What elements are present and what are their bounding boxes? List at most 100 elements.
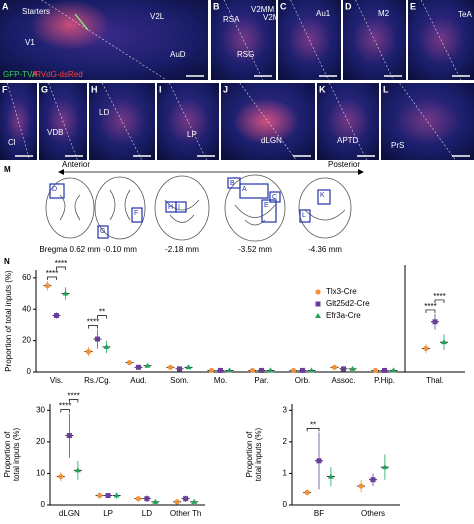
data-point <box>54 313 59 319</box>
bregma-label: -4.36 mm <box>308 245 342 254</box>
data-point <box>144 496 150 502</box>
data-point <box>126 359 133 366</box>
bregma-label: -2.18 mm <box>165 245 199 254</box>
data-point <box>113 492 120 498</box>
data-point <box>97 492 103 499</box>
region-boundary <box>7 82 30 161</box>
significance-label: **** <box>67 392 79 401</box>
y-axis-label: Proportion oftotal inputs (%) <box>3 427 21 481</box>
x-tick-label: Thal. <box>426 376 444 385</box>
legend-label: Glt25d2-Cre <box>326 299 370 308</box>
data-point <box>105 493 111 499</box>
x-tick-label: Aud. <box>130 376 146 385</box>
region-boundary <box>48 82 78 161</box>
data-point <box>103 343 110 349</box>
starter-pointer <box>74 13 89 31</box>
significance-label: ** <box>99 308 105 317</box>
region-boundary <box>101 82 143 161</box>
data-point <box>144 362 151 368</box>
section-diagrams <box>45 174 352 242</box>
x-tick-label: Assoc. <box>331 376 355 385</box>
y-axis-label-line: Proportion of <box>3 431 12 478</box>
data-point <box>423 345 429 352</box>
data-point <box>135 496 141 502</box>
significance-label: **** <box>87 318 99 327</box>
region-label: VDB <box>47 128 63 137</box>
box-letter: A <box>242 186 247 193</box>
significance-bracket <box>69 399 79 403</box>
data-point <box>66 433 72 439</box>
significance-bracket <box>97 315 107 319</box>
data-point <box>226 367 233 373</box>
region-label: APTD <box>337 136 359 145</box>
panel-letter: M <box>4 165 11 174</box>
data-point <box>185 364 192 370</box>
panel-letter: N <box>4 257 10 266</box>
y-tick-label: 40 <box>22 304 31 313</box>
significance-label: **** <box>424 302 436 311</box>
y-tick-label: 20 <box>22 336 31 345</box>
significance-bracket <box>306 428 320 432</box>
data-point <box>136 364 141 370</box>
data-point <box>174 499 180 505</box>
data-point <box>432 319 438 325</box>
significance-label: **** <box>433 292 445 301</box>
x-tick-label: BF <box>314 509 324 518</box>
region-label: dLGN <box>261 136 282 145</box>
x-tick-label: Vis. <box>50 376 63 385</box>
y-tick-label: 20 <box>36 437 45 446</box>
region-label: AuD <box>170 50 186 59</box>
region-label: LD <box>99 108 109 117</box>
region-boundary <box>169 82 207 161</box>
panel-letter: C <box>280 1 287 11</box>
x-tick-label: Rs./Cg. <box>84 376 111 385</box>
panel-letter: A <box>2 1 9 11</box>
box-letter: F <box>134 210 138 217</box>
bregma-label: -3.52 mm <box>238 245 272 254</box>
data-point <box>44 283 51 289</box>
data-point <box>259 367 264 373</box>
significance-label: **** <box>55 259 67 268</box>
y-tick-label: 60 <box>22 273 31 282</box>
region-label: RSG <box>237 50 254 59</box>
region-label: Au1 <box>316 9 331 18</box>
data-point <box>382 367 387 373</box>
data-point <box>74 467 81 473</box>
region-boundary <box>420 0 462 81</box>
box-letter: H <box>168 204 173 211</box>
region-boundary <box>329 82 367 161</box>
region-label: Starters <box>22 7 50 16</box>
data-point <box>315 289 321 295</box>
data-point <box>315 313 321 318</box>
data-point <box>208 367 215 374</box>
region-boundary <box>290 0 329 81</box>
label-glow <box>166 98 210 145</box>
legend-label: Efr3a-Cre <box>326 311 361 320</box>
significance-bracket <box>47 276 57 280</box>
significance-bracket <box>56 266 66 270</box>
section-box <box>261 199 277 223</box>
region-boundary <box>355 0 394 81</box>
data-point <box>218 367 223 373</box>
label-glow <box>394 98 461 145</box>
data-point <box>300 367 305 373</box>
section-box <box>299 209 311 223</box>
data-point <box>267 367 274 373</box>
region-label: LP <box>187 130 197 139</box>
region-label: GFP-TVA <box>3 70 38 79</box>
data-point <box>315 301 321 307</box>
direction-label: Anterior <box>62 160 90 169</box>
x-tick-label: Orb. <box>295 376 311 385</box>
label-glow <box>98 98 146 145</box>
panel-letter: J <box>223 84 228 94</box>
data-point <box>152 498 159 504</box>
data-point <box>316 458 322 464</box>
panel-letter: G <box>41 84 48 94</box>
box-letter: I <box>178 204 180 211</box>
x-tick-label: Other Th <box>170 509 201 518</box>
region-label: V2L <box>150 12 165 21</box>
y-tick-label: 0 <box>283 500 288 509</box>
y-tick-label: 0 <box>27 367 32 376</box>
region-boundary <box>223 0 264 81</box>
box-letter: D <box>52 186 57 193</box>
